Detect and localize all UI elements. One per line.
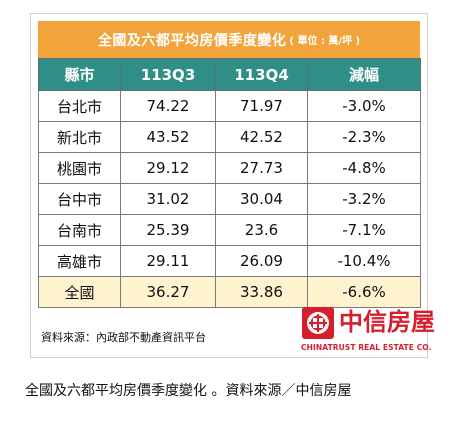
table-title-bar: 全國及六都平均房價季度變化 ( 單位 : 萬/坪 )	[38, 21, 420, 58]
table-row-total: 全國 36.27 33.86 -6.6%	[38, 276, 421, 308]
table-row: 台中市 31.02 30.04 -3.2%	[38, 183, 421, 215]
header-113q3: 113Q3	[120, 58, 216, 91]
q3-cell: 43.52	[120, 121, 216, 153]
table-row: 桃園市 29.12 27.73 -4.8%	[38, 152, 421, 184]
unit-label: ( 單位 : 萬/坪 )	[289, 36, 361, 47]
decline-cell: -3.2%	[307, 183, 421, 215]
decline-cell: -10.4%	[307, 245, 421, 277]
decline-cell: -2.3%	[307, 121, 421, 153]
q3-cell: 29.11	[120, 245, 216, 277]
source-note: 資料來源：內政部不動產資訊平台	[41, 331, 206, 344]
q4-cell: 30.04	[215, 183, 308, 215]
q4-cell: 33.86	[215, 276, 308, 308]
decline-cell: -6.6%	[307, 276, 421, 308]
city-cell: 桃園市	[38, 152, 121, 184]
q3-cell: 25.39	[120, 214, 216, 246]
city-cell: 高雄市	[38, 245, 121, 277]
city-cell: 台中市	[38, 183, 121, 215]
table-row: 高雄市 29.11 26.09 -10.4%	[38, 245, 421, 277]
chinatrust-logo: 中信房屋 CHINATRUST REAL ESTATE CO.	[301, 306, 435, 358]
q3-cell: 31.02	[120, 183, 216, 215]
logo-subtitle: CHINATRUST REAL ESTATE CO.	[301, 343, 432, 352]
city-cell: 台北市	[38, 90, 121, 122]
q3-cell: 74.22	[120, 90, 216, 122]
table-title: 全國及六都平均房價季度變化	[97, 32, 287, 49]
q4-cell: 27.73	[215, 152, 308, 184]
header-city: 縣市	[38, 58, 121, 91]
chinatrust-emblem-icon	[302, 307, 334, 339]
table-row: 新北市 43.52 42.52 -2.3%	[38, 121, 421, 153]
decline-cell: -7.1%	[307, 214, 421, 246]
table-header-row: 縣市 113Q3 113Q4 減幅	[38, 58, 421, 91]
decline-cell: -3.0%	[307, 90, 421, 122]
header-113q4: 113Q4	[215, 58, 308, 91]
q4-cell: 42.52	[215, 121, 308, 153]
image-caption: 全國及六都平均房價季度變化 。資料來源／中信房屋	[25, 383, 352, 399]
q4-cell: 23.6	[215, 214, 308, 246]
logo-name: 中信房屋	[339, 308, 435, 336]
price-change-card: 全國及六都平均房價季度變化 ( 單位 : 萬/坪 ) 縣市 113Q3 113Q…	[30, 13, 435, 358]
q3-cell: 29.12	[120, 152, 216, 184]
price-table: 縣市 113Q3 113Q4 減幅 台北市 74.22 71.97 -3.0% …	[38, 58, 421, 308]
city-cell: 台南市	[38, 214, 121, 246]
decline-cell: -4.8%	[307, 152, 421, 184]
city-cell: 新北市	[38, 121, 121, 153]
q4-cell: 26.09	[215, 245, 308, 277]
q4-cell: 71.97	[215, 90, 308, 122]
header-decline: 減幅	[307, 58, 421, 91]
city-cell: 全國	[38, 276, 121, 308]
table-row: 台北市 74.22 71.97 -3.0%	[38, 90, 421, 122]
q3-cell: 36.27	[120, 276, 216, 308]
table-row: 台南市 25.39 23.6 -7.1%	[38, 214, 421, 246]
